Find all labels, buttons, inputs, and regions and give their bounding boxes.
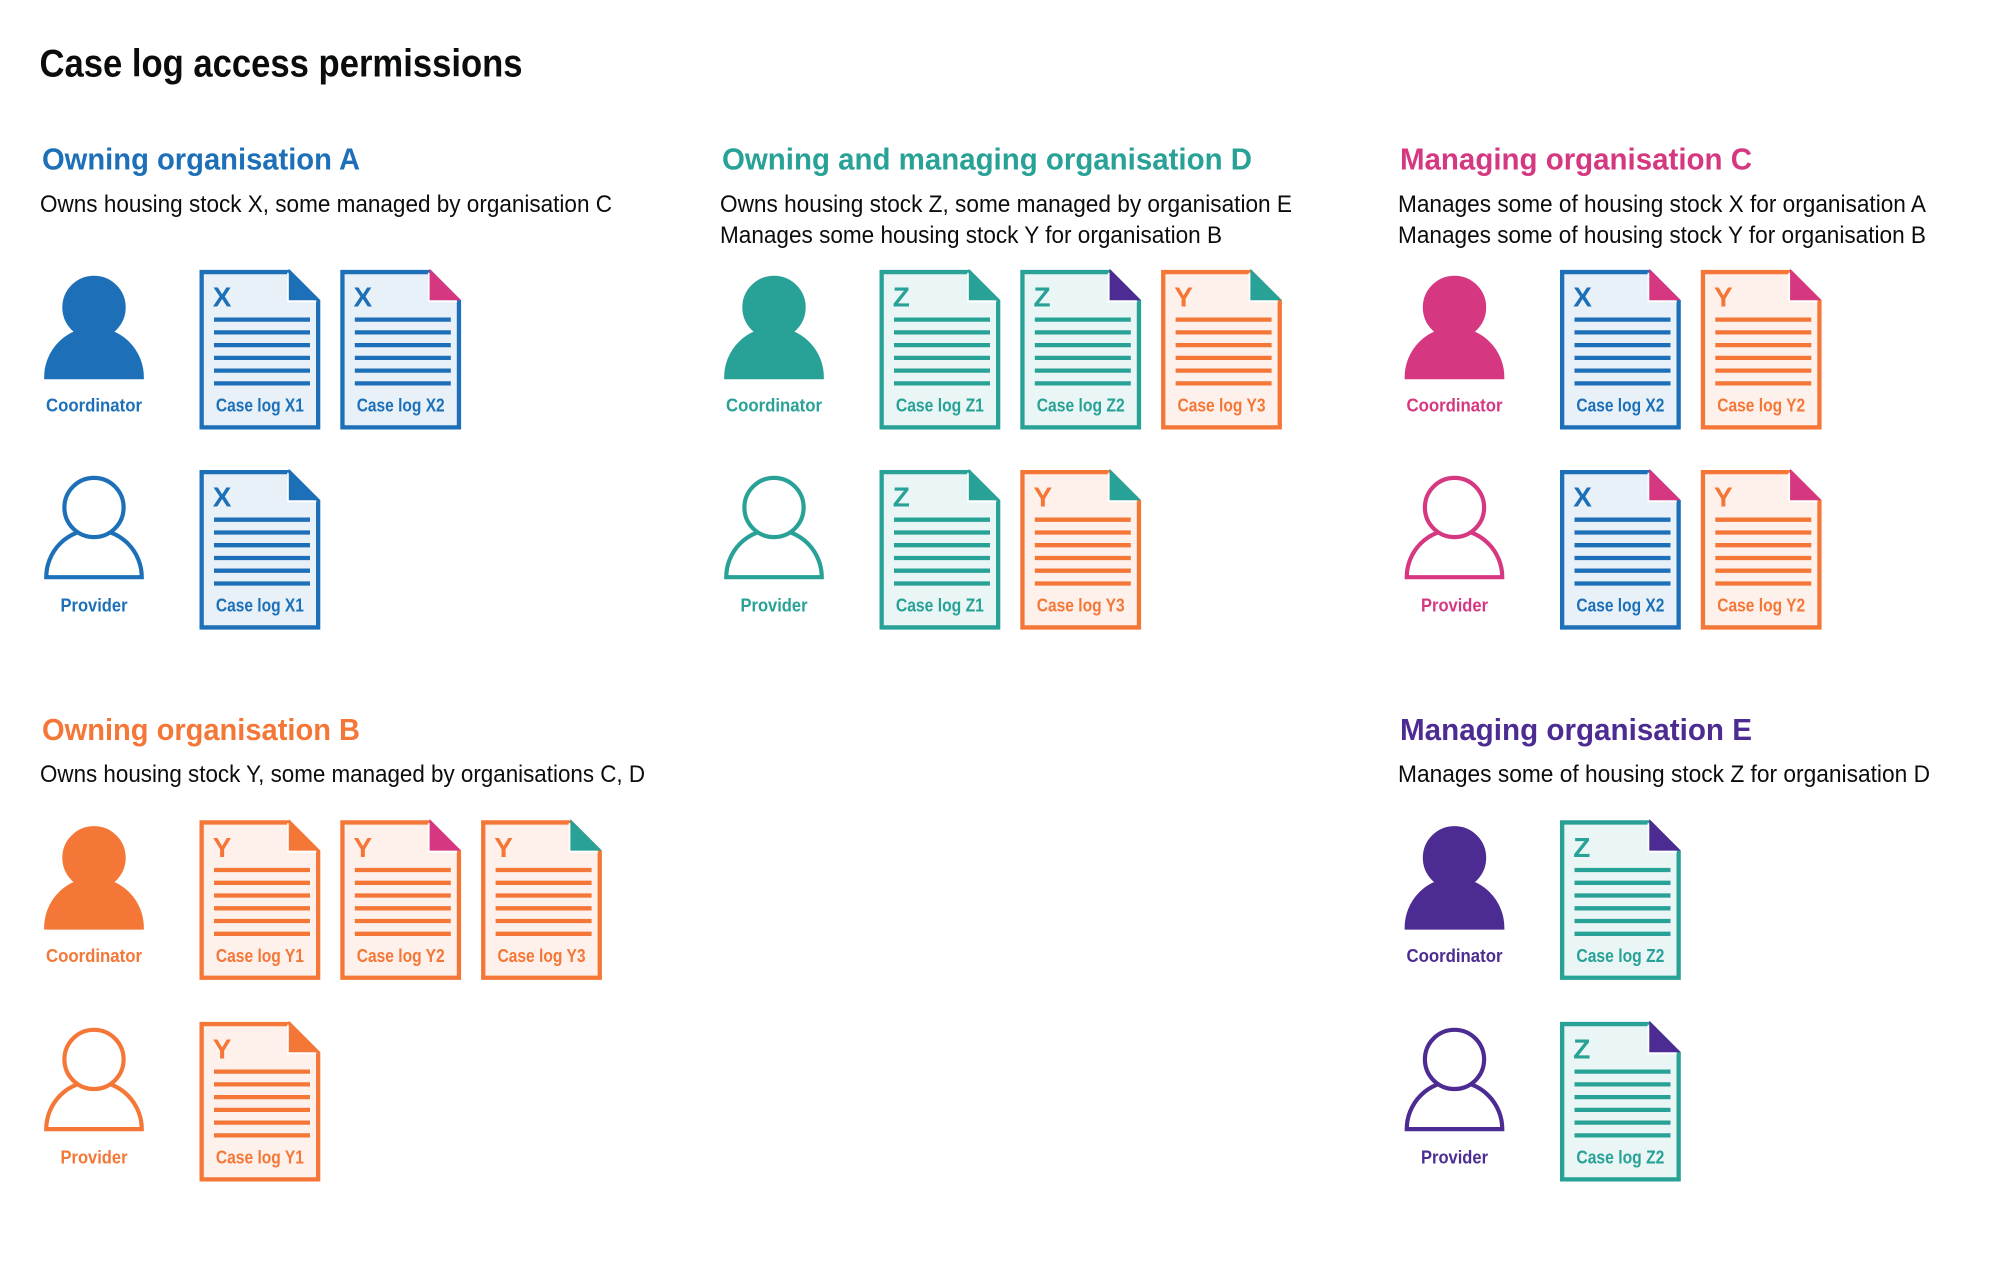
svg-text:X: X — [354, 281, 373, 312]
svg-text:Case log access permissions: Case log access permissions — [40, 43, 523, 86]
svg-text:Case log Y2: Case log Y2 — [1717, 596, 1805, 616]
svg-text:Y: Y — [1174, 281, 1193, 312]
svg-text:Z: Z — [1034, 281, 1051, 312]
svg-text:Case log Y3: Case log Y3 — [1178, 396, 1266, 416]
svg-text:Manages some of housing stock: Manages some of housing stock Y for orga… — [1398, 222, 1926, 249]
svg-text:Case log X2: Case log X2 — [1576, 396, 1664, 416]
svg-text:Case log X1: Case log X1 — [216, 596, 304, 616]
svg-text:Owns housing stock X, some man: Owns housing stock X, some managed by or… — [40, 191, 612, 218]
svg-text:Provider: Provider — [61, 596, 128, 616]
svg-text:Provider: Provider — [741, 596, 808, 616]
svg-text:Case log Y3: Case log Y3 — [1037, 596, 1125, 616]
svg-text:Manages some of housing stock: Manages some of housing stock X for orga… — [1398, 191, 1926, 218]
svg-text:Coordinator: Coordinator — [1407, 396, 1503, 416]
svg-text:Y: Y — [354, 832, 373, 863]
svg-text:Z: Z — [1573, 1033, 1590, 1064]
svg-text:Case log Y1: Case log Y1 — [216, 1148, 304, 1168]
svg-text:Y: Y — [1034, 482, 1053, 513]
svg-text:Case log X2: Case log X2 — [1576, 596, 1664, 616]
svg-text:Owning organisation A: Owning organisation A — [42, 142, 360, 177]
svg-text:X: X — [213, 482, 232, 513]
svg-text:Case log Y1: Case log Y1 — [216, 946, 304, 966]
svg-text:Case log X2: Case log X2 — [357, 396, 445, 416]
svg-text:Case log Y2: Case log Y2 — [1717, 396, 1805, 416]
svg-text:Y: Y — [1714, 281, 1733, 312]
svg-text:Y: Y — [213, 1033, 232, 1064]
svg-text:Manages some housing stock Y f: Manages some housing stock Y for organis… — [720, 222, 1222, 249]
svg-text:Provider: Provider — [1421, 1148, 1488, 1168]
svg-text:X: X — [1573, 281, 1592, 312]
svg-text:Case log Z1: Case log Z1 — [896, 396, 984, 416]
svg-text:X: X — [213, 281, 232, 312]
svg-text:Owning and managing organisati: Owning and managing organisation D — [722, 142, 1252, 177]
svg-text:Coordinator: Coordinator — [46, 946, 142, 966]
svg-text:Case log X1: Case log X1 — [216, 396, 304, 416]
svg-text:Case log Z2: Case log Z2 — [1576, 946, 1664, 966]
svg-text:Case log Z2: Case log Z2 — [1576, 1148, 1664, 1168]
svg-text:Case log Y2: Case log Y2 — [357, 946, 445, 966]
svg-text:Case log Z2: Case log Z2 — [1037, 396, 1125, 416]
svg-text:Coordinator: Coordinator — [1407, 946, 1503, 966]
svg-text:Owns housing stock Y, some man: Owns housing stock Y, some managed by or… — [40, 761, 645, 788]
svg-text:Provider: Provider — [1421, 596, 1488, 616]
svg-text:Z: Z — [1573, 832, 1590, 863]
svg-text:Y: Y — [1714, 482, 1733, 513]
svg-text:Case log Y3: Case log Y3 — [498, 946, 586, 966]
svg-text:Owns housing stock Z, some man: Owns housing stock Z, some managed by or… — [720, 191, 1292, 218]
svg-text:X: X — [1573, 482, 1592, 513]
svg-text:Provider: Provider — [61, 1148, 128, 1168]
svg-text:Coordinator: Coordinator — [726, 396, 822, 416]
svg-text:Owning organisation B: Owning organisation B — [42, 712, 360, 747]
svg-text:Managing organisation C: Managing organisation C — [1400, 142, 1752, 177]
svg-text:Y: Y — [213, 832, 232, 863]
svg-text:Z: Z — [893, 482, 910, 513]
svg-text:Case log Z1: Case log Z1 — [896, 596, 984, 616]
svg-text:Coordinator: Coordinator — [46, 396, 142, 416]
svg-text:Z: Z — [893, 281, 910, 312]
svg-text:Y: Y — [494, 832, 513, 863]
svg-text:Manages some of housing stock: Manages some of housing stock Z for orga… — [1398, 761, 1930, 788]
svg-text:Managing organisation E: Managing organisation E — [1400, 712, 1752, 747]
